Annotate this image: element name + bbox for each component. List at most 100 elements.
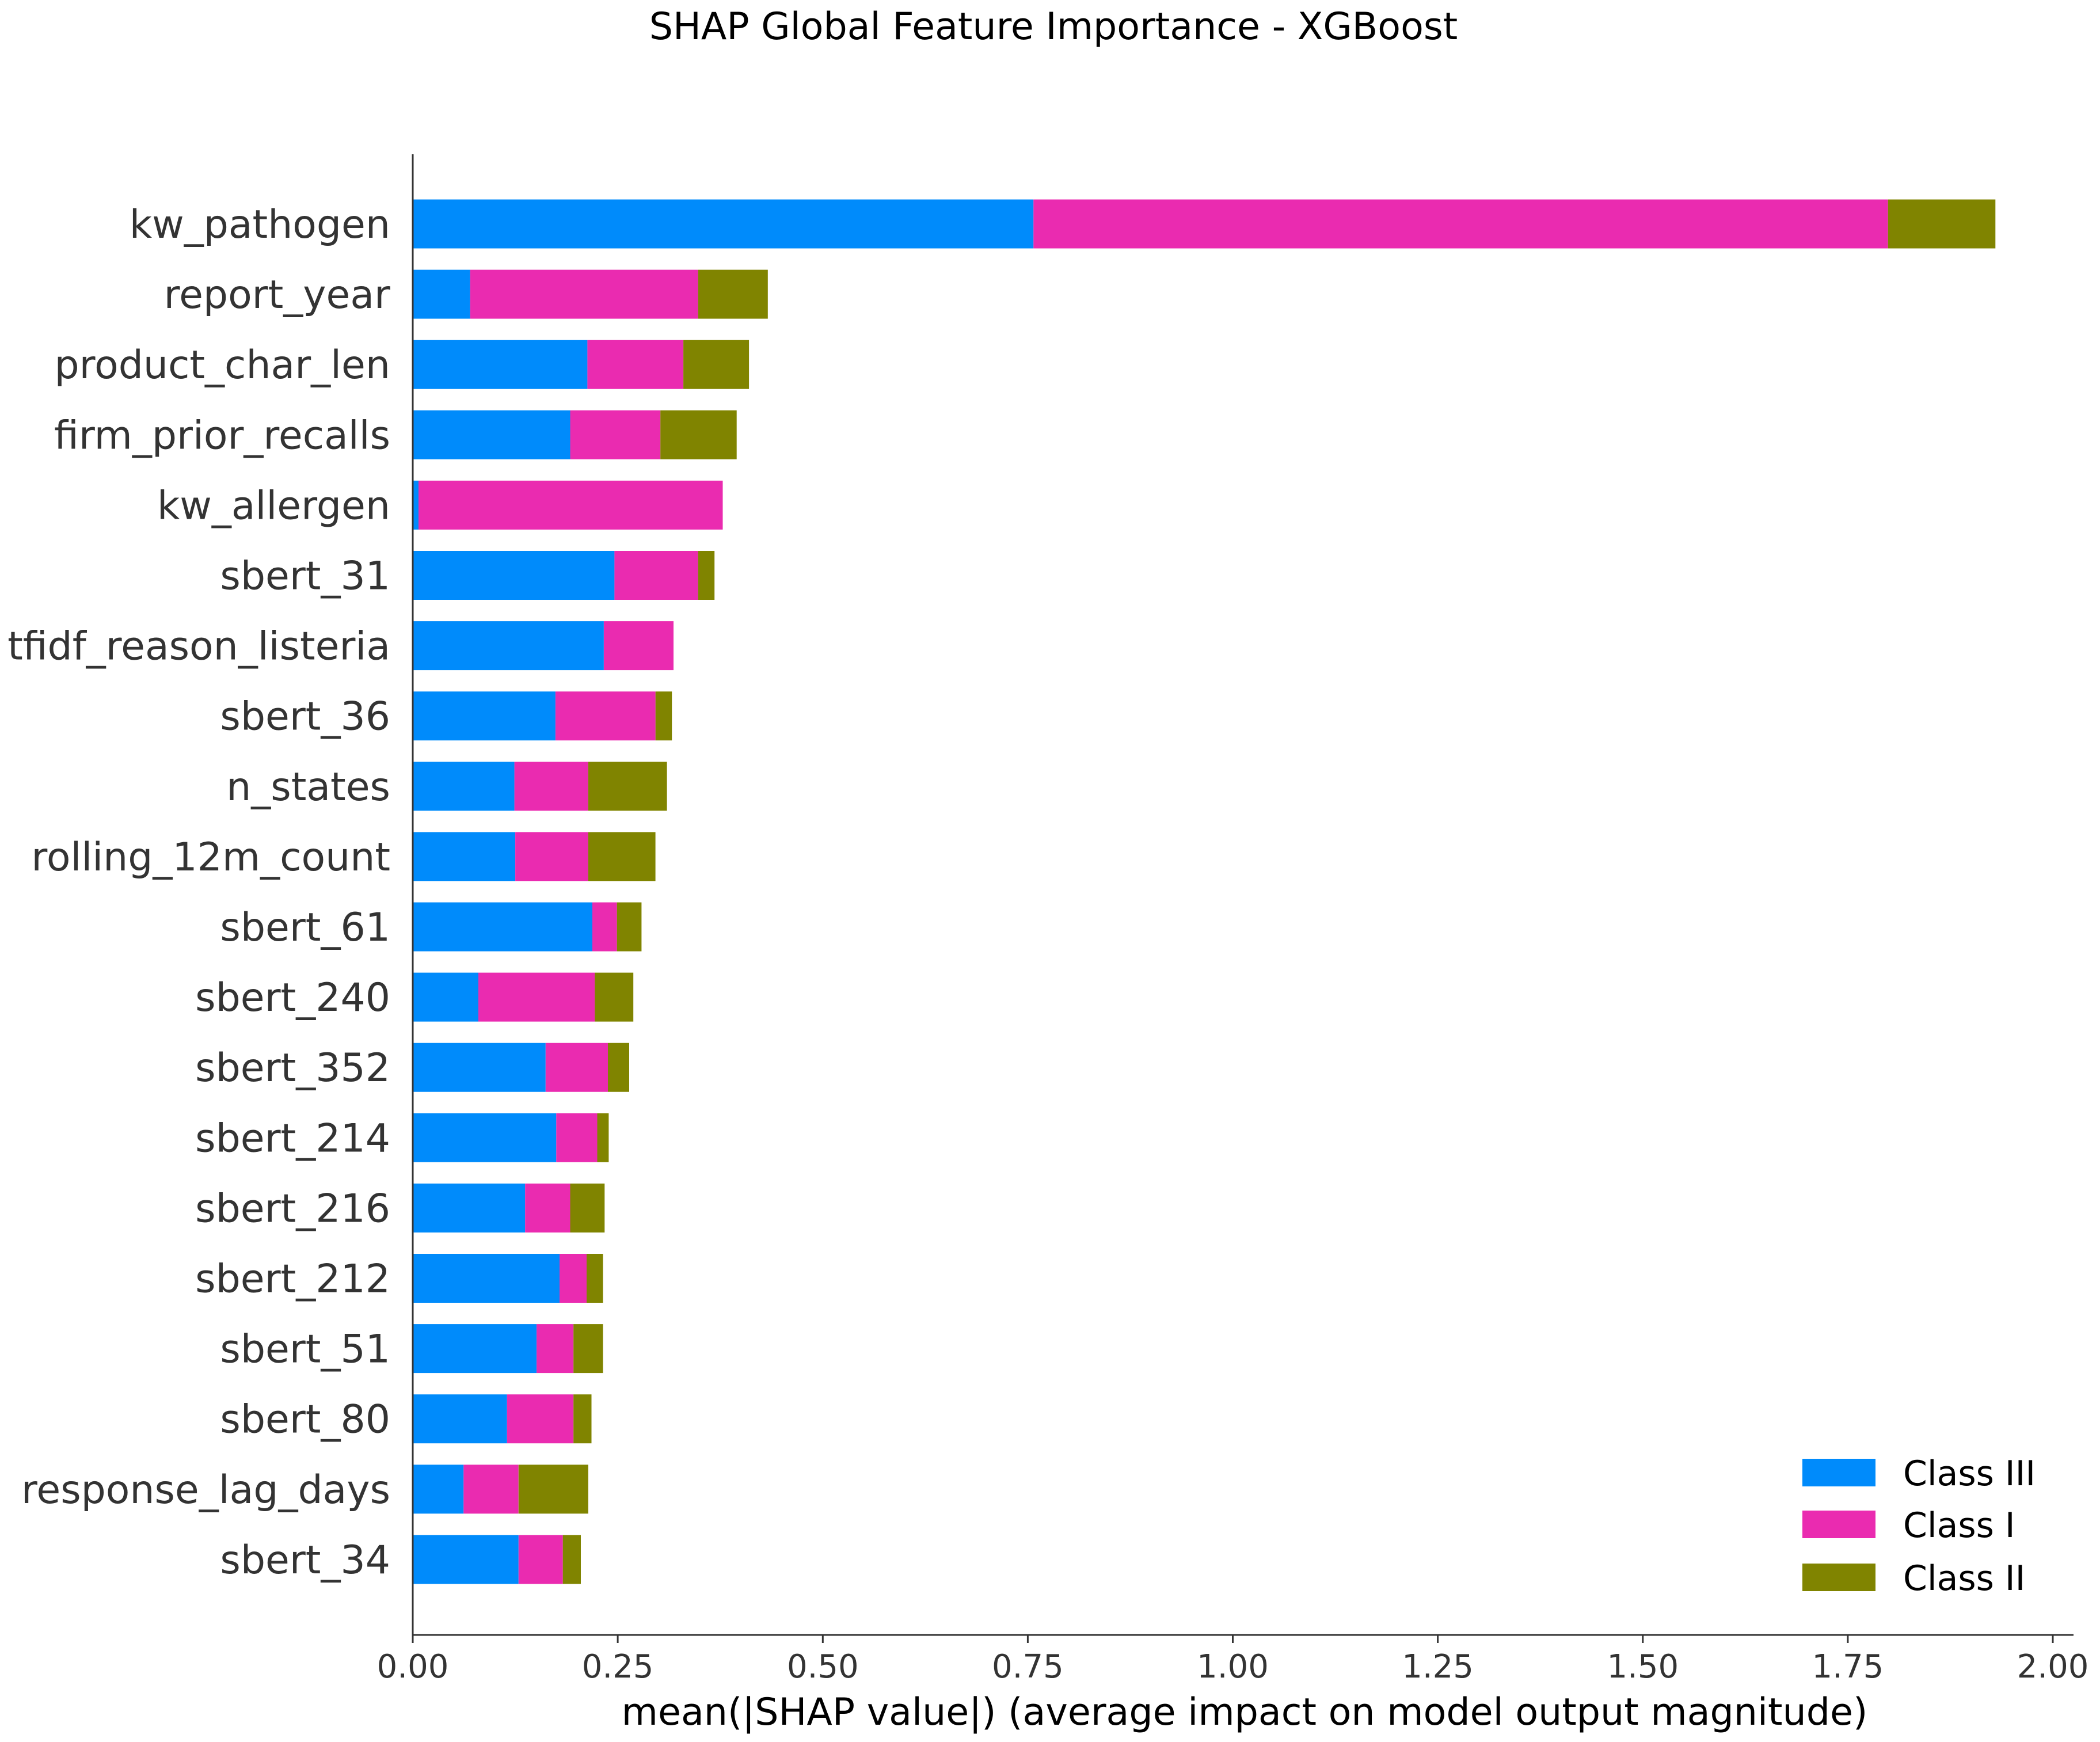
bar-report_year-class-ii (698, 269, 768, 319)
bar-rolling_12m_count-class-i (515, 832, 588, 881)
bar-firm_prior_recalls-class-iii (413, 410, 570, 459)
feature-label: sbert_31 (220, 554, 390, 599)
bar-sbert_34-class-ii (562, 1535, 581, 1584)
bar-sbert_51-class-i (537, 1324, 574, 1374)
bar-sbert_214-class-iii (413, 1113, 557, 1162)
bar-sbert_61-class-i (592, 902, 617, 952)
x-tick-label: 0.75 (992, 1648, 1064, 1686)
feature-label: sbert_61 (220, 905, 390, 950)
bar-response_lag_days-class-ii (518, 1465, 588, 1514)
bar-sbert_212-class-i (560, 1254, 587, 1303)
feature-label: rolling_12m_count (31, 835, 390, 880)
bar-sbert_80-class-iii (413, 1394, 507, 1444)
bar-sbert_51-class-ii (573, 1324, 603, 1374)
bar-n_states-class-iii (413, 762, 515, 811)
feature-label: tfidf_reason_listeria (7, 624, 390, 670)
x-axis-label: mean(|SHAP value|) (average impact on mo… (622, 1691, 1868, 1734)
bar-sbert_31-class-i (614, 551, 698, 600)
bar-sbert_36-class-ii (655, 691, 672, 741)
bar-sbert_36-class-i (555, 691, 656, 741)
bar-rolling_12m_count-class-iii (413, 832, 516, 881)
feature-label: sbert_216 (195, 1186, 390, 1231)
legend-swatch-class-i (1802, 1511, 1875, 1538)
x-tick-label: 1.00 (1197, 1648, 1269, 1686)
bar-sbert_352-class-i (545, 1043, 608, 1092)
bar-sbert_80-class-i (507, 1394, 574, 1444)
legend-label: Class I (1903, 1505, 2015, 1546)
bars-layer (413, 199, 1996, 1584)
x-tick-label: 1.75 (1812, 1648, 1884, 1686)
bar-sbert_34-class-i (518, 1535, 563, 1584)
bar-sbert_212-class-ii (587, 1254, 603, 1303)
feature-label: report_year (164, 272, 390, 318)
legend-label: Class III (1903, 1454, 2036, 1494)
bar-tfidf_reason_listeria-class-iii (413, 621, 604, 671)
bar-sbert_212-class-iii (413, 1254, 560, 1303)
bar-tfidf_reason_listeria-class-i (603, 621, 674, 671)
x-tick-label: 1.25 (1402, 1648, 1474, 1686)
feature-label: kw_pathogen (130, 202, 390, 248)
bar-sbert_214-class-i (556, 1113, 598, 1162)
bar-firm_prior_recalls-class-ii (660, 410, 737, 459)
bar-response_lag_days-class-i (463, 1465, 519, 1514)
bar-product_char_len-class-iii (413, 340, 588, 389)
feature-label: sbert_36 (220, 694, 390, 740)
bar-kw_pathogen-class-i (1033, 199, 1888, 249)
feature-label: sbert_34 (220, 1538, 390, 1583)
bar-product_char_len-class-ii (683, 340, 750, 389)
bar-report_year-class-i (470, 269, 698, 319)
feature-label: sbert_352 (195, 1045, 390, 1091)
bar-sbert_216-class-i (525, 1183, 570, 1233)
feature-label: firm_prior_recalls (54, 413, 390, 458)
x-tick-label: 1.50 (1607, 1648, 1679, 1686)
x-tick-label: 0.00 (377, 1648, 449, 1686)
bar-firm_prior_recalls-class-i (570, 410, 661, 459)
legend-label: Class II (1903, 1558, 2025, 1599)
feature-label: n_states (226, 764, 390, 810)
bar-sbert_34-class-iii (413, 1535, 519, 1584)
bar-sbert_214-class-ii (597, 1113, 609, 1162)
bar-sbert_61-class-ii (617, 902, 642, 952)
x-tick-label: 0.50 (787, 1648, 859, 1686)
bar-sbert_240-class-iii (413, 972, 478, 1022)
feature-label: sbert_240 (195, 975, 390, 1021)
bar-report_year-class-iii (413, 269, 470, 319)
bar-sbert_352-class-iii (413, 1043, 546, 1092)
x-tick-label: 2.00 (2017, 1648, 2089, 1686)
legend-swatch-class-iii (1802, 1459, 1875, 1486)
bar-sbert_216-class-ii (570, 1183, 605, 1233)
bar-rolling_12m_count-class-ii (588, 832, 656, 881)
bar-sbert_352-class-ii (608, 1043, 629, 1092)
x-axis-ticks: 0.00 0.25 0.50 0.75 1.00 1.25 1.50 1.75 2.00 (377, 1635, 2089, 1686)
bar-sbert_216-class-iii (413, 1183, 526, 1233)
legend-swatch-class-ii (1802, 1564, 1875, 1591)
bar-sbert_51-class-iii (413, 1324, 537, 1374)
bar-kw_pathogen-class-iii (413, 199, 1034, 249)
bar-sbert_31-class-ii (698, 551, 715, 600)
feature-labels: kw_pathogen report_year product_char_lenfi… (7, 202, 390, 1583)
feature-label: sbert_80 (220, 1397, 390, 1443)
bar-kw_pathogen-class-ii (1888, 199, 1996, 249)
chart-title: SHAP Global Feature Importance - XGBoost (649, 5, 1458, 48)
x-tick-label: 0.25 (582, 1648, 654, 1686)
bar-sbert_36-class-iii (413, 691, 556, 741)
bar-sbert_80-class-ii (573, 1394, 592, 1444)
feature-label: response_lag_days (21, 1467, 390, 1513)
bar-kw_allergen-class-iii (413, 480, 419, 530)
bar-kw_allergen-class-i (419, 480, 723, 530)
bar-n_states-class-ii (588, 762, 667, 811)
feature-label: sbert_212 (195, 1257, 390, 1302)
bar-sbert_31-class-iii (413, 551, 615, 600)
bar-response_lag_days-class-iii (413, 1465, 464, 1514)
bar-product_char_len-class-i (587, 340, 684, 389)
bar-sbert_240-class-ii (595, 972, 634, 1022)
bar-sbert_61-class-iii (413, 902, 592, 952)
feature-label: kw_allergen (157, 483, 390, 528)
bar-sbert_240-class-i (478, 972, 595, 1022)
legend: Class III Class I Class II (1802, 1454, 2036, 1599)
bar-n_states-class-i (514, 762, 588, 811)
feature-label: product_char_len (55, 343, 390, 388)
feature-label: sbert_51 (220, 1327, 390, 1372)
feature-label: sbert_214 (195, 1116, 390, 1161)
